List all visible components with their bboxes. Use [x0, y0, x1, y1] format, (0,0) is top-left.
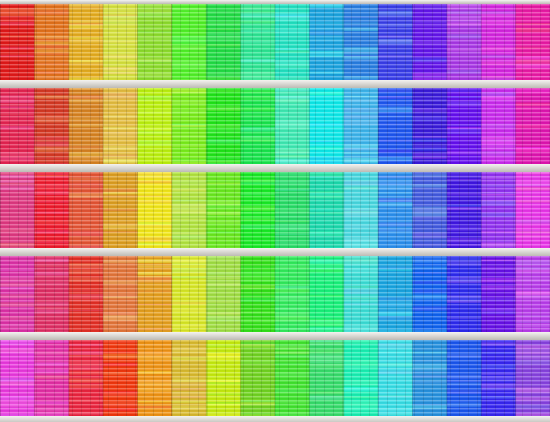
louver-ribs — [412, 4, 448, 80]
louver-ribs — [412, 88, 448, 164]
shelf-bar — [0, 248, 550, 256]
louver-ribs — [34, 88, 70, 164]
louver-ribs — [171, 88, 207, 164]
louver-ribs — [446, 88, 482, 164]
louver-ribs — [171, 256, 207, 332]
louver-ribs — [515, 256, 550, 332]
louver-ribs — [103, 172, 138, 248]
louver-ribs — [206, 340, 242, 416]
louver-ribs — [206, 172, 242, 248]
louver-ribs — [171, 172, 207, 248]
louver-ribs — [137, 88, 173, 164]
louver-ribs — [515, 340, 550, 416]
louver-ribs — [309, 172, 345, 248]
louver-ribs — [206, 4, 242, 80]
louver-ribs — [446, 4, 482, 80]
louver-ribs — [103, 340, 138, 416]
louver-ribs — [68, 88, 104, 164]
louver-ribs — [0, 340, 35, 416]
louver-ribs — [309, 4, 345, 80]
louver-ribs — [0, 256, 35, 332]
shelf-bar — [0, 80, 550, 88]
louver-ribs — [343, 172, 379, 248]
louver-ribs — [275, 88, 310, 164]
louver-ribs — [481, 88, 517, 164]
louver-ribs — [481, 256, 517, 332]
louver-ribs — [515, 172, 550, 248]
louver-ribs — [68, 256, 104, 332]
louver-ribs — [343, 256, 379, 332]
louver-ribs — [137, 4, 173, 80]
louver-ribs — [412, 172, 448, 248]
louver-ribs — [240, 88, 276, 164]
louver-ribs — [378, 172, 413, 248]
shelf-bar — [0, 164, 550, 172]
louver-ribs — [0, 172, 35, 248]
louver-ribs — [103, 88, 138, 164]
louver-ribs — [240, 256, 276, 332]
shelf-bar — [0, 416, 550, 422]
louver-ribs — [481, 4, 517, 80]
panel-group — [0, 4, 550, 416]
louver-ribs — [378, 88, 413, 164]
louver-ribs — [206, 88, 242, 164]
louver-ribs — [68, 4, 104, 80]
shelf-bar — [0, 0, 550, 4]
shelf-bar — [0, 332, 550, 340]
louver-ribs — [275, 256, 310, 332]
louver-ribs — [309, 256, 345, 332]
louver-ribs — [0, 4, 35, 80]
louver-ribs — [171, 4, 207, 80]
louver-ribs — [378, 340, 413, 416]
louver-ribs — [103, 256, 138, 332]
louver-ribs — [34, 256, 70, 332]
louver-ribs — [309, 340, 345, 416]
louver-ribs — [275, 4, 310, 80]
louver-ribs — [515, 4, 550, 80]
louver-ribs — [34, 172, 70, 248]
louver-ribs — [240, 4, 276, 80]
louver-ribs — [206, 256, 242, 332]
louver-ribs — [137, 256, 173, 332]
louver-ribs — [137, 172, 173, 248]
louver-ribs — [446, 172, 482, 248]
louver-ribs — [171, 340, 207, 416]
louver-ribs — [275, 172, 310, 248]
louver-ribs — [0, 88, 35, 164]
louver-ribs — [378, 256, 413, 332]
louver-ribs — [343, 4, 379, 80]
louver-ribs — [103, 4, 138, 80]
louver-ribs — [137, 340, 173, 416]
louver-ribs — [412, 340, 448, 416]
louver-ribs — [481, 172, 517, 248]
louver-ribs — [68, 172, 104, 248]
louver-ribs — [481, 340, 517, 416]
louver-ribs — [343, 340, 379, 416]
louver-ribs — [446, 256, 482, 332]
louver-ribs — [34, 340, 70, 416]
louver-ribs — [275, 340, 310, 416]
louver-ribs — [68, 340, 104, 416]
louver-ribs — [309, 88, 345, 164]
louver-ribs — [446, 340, 482, 416]
louver-ribs — [34, 4, 70, 80]
louver-ribs — [240, 172, 276, 248]
louver-ribs — [378, 4, 413, 80]
louver-ribs — [343, 88, 379, 164]
louver-ribs — [412, 256, 448, 332]
louver-ribs — [515, 88, 550, 164]
louver-ribs — [240, 340, 276, 416]
